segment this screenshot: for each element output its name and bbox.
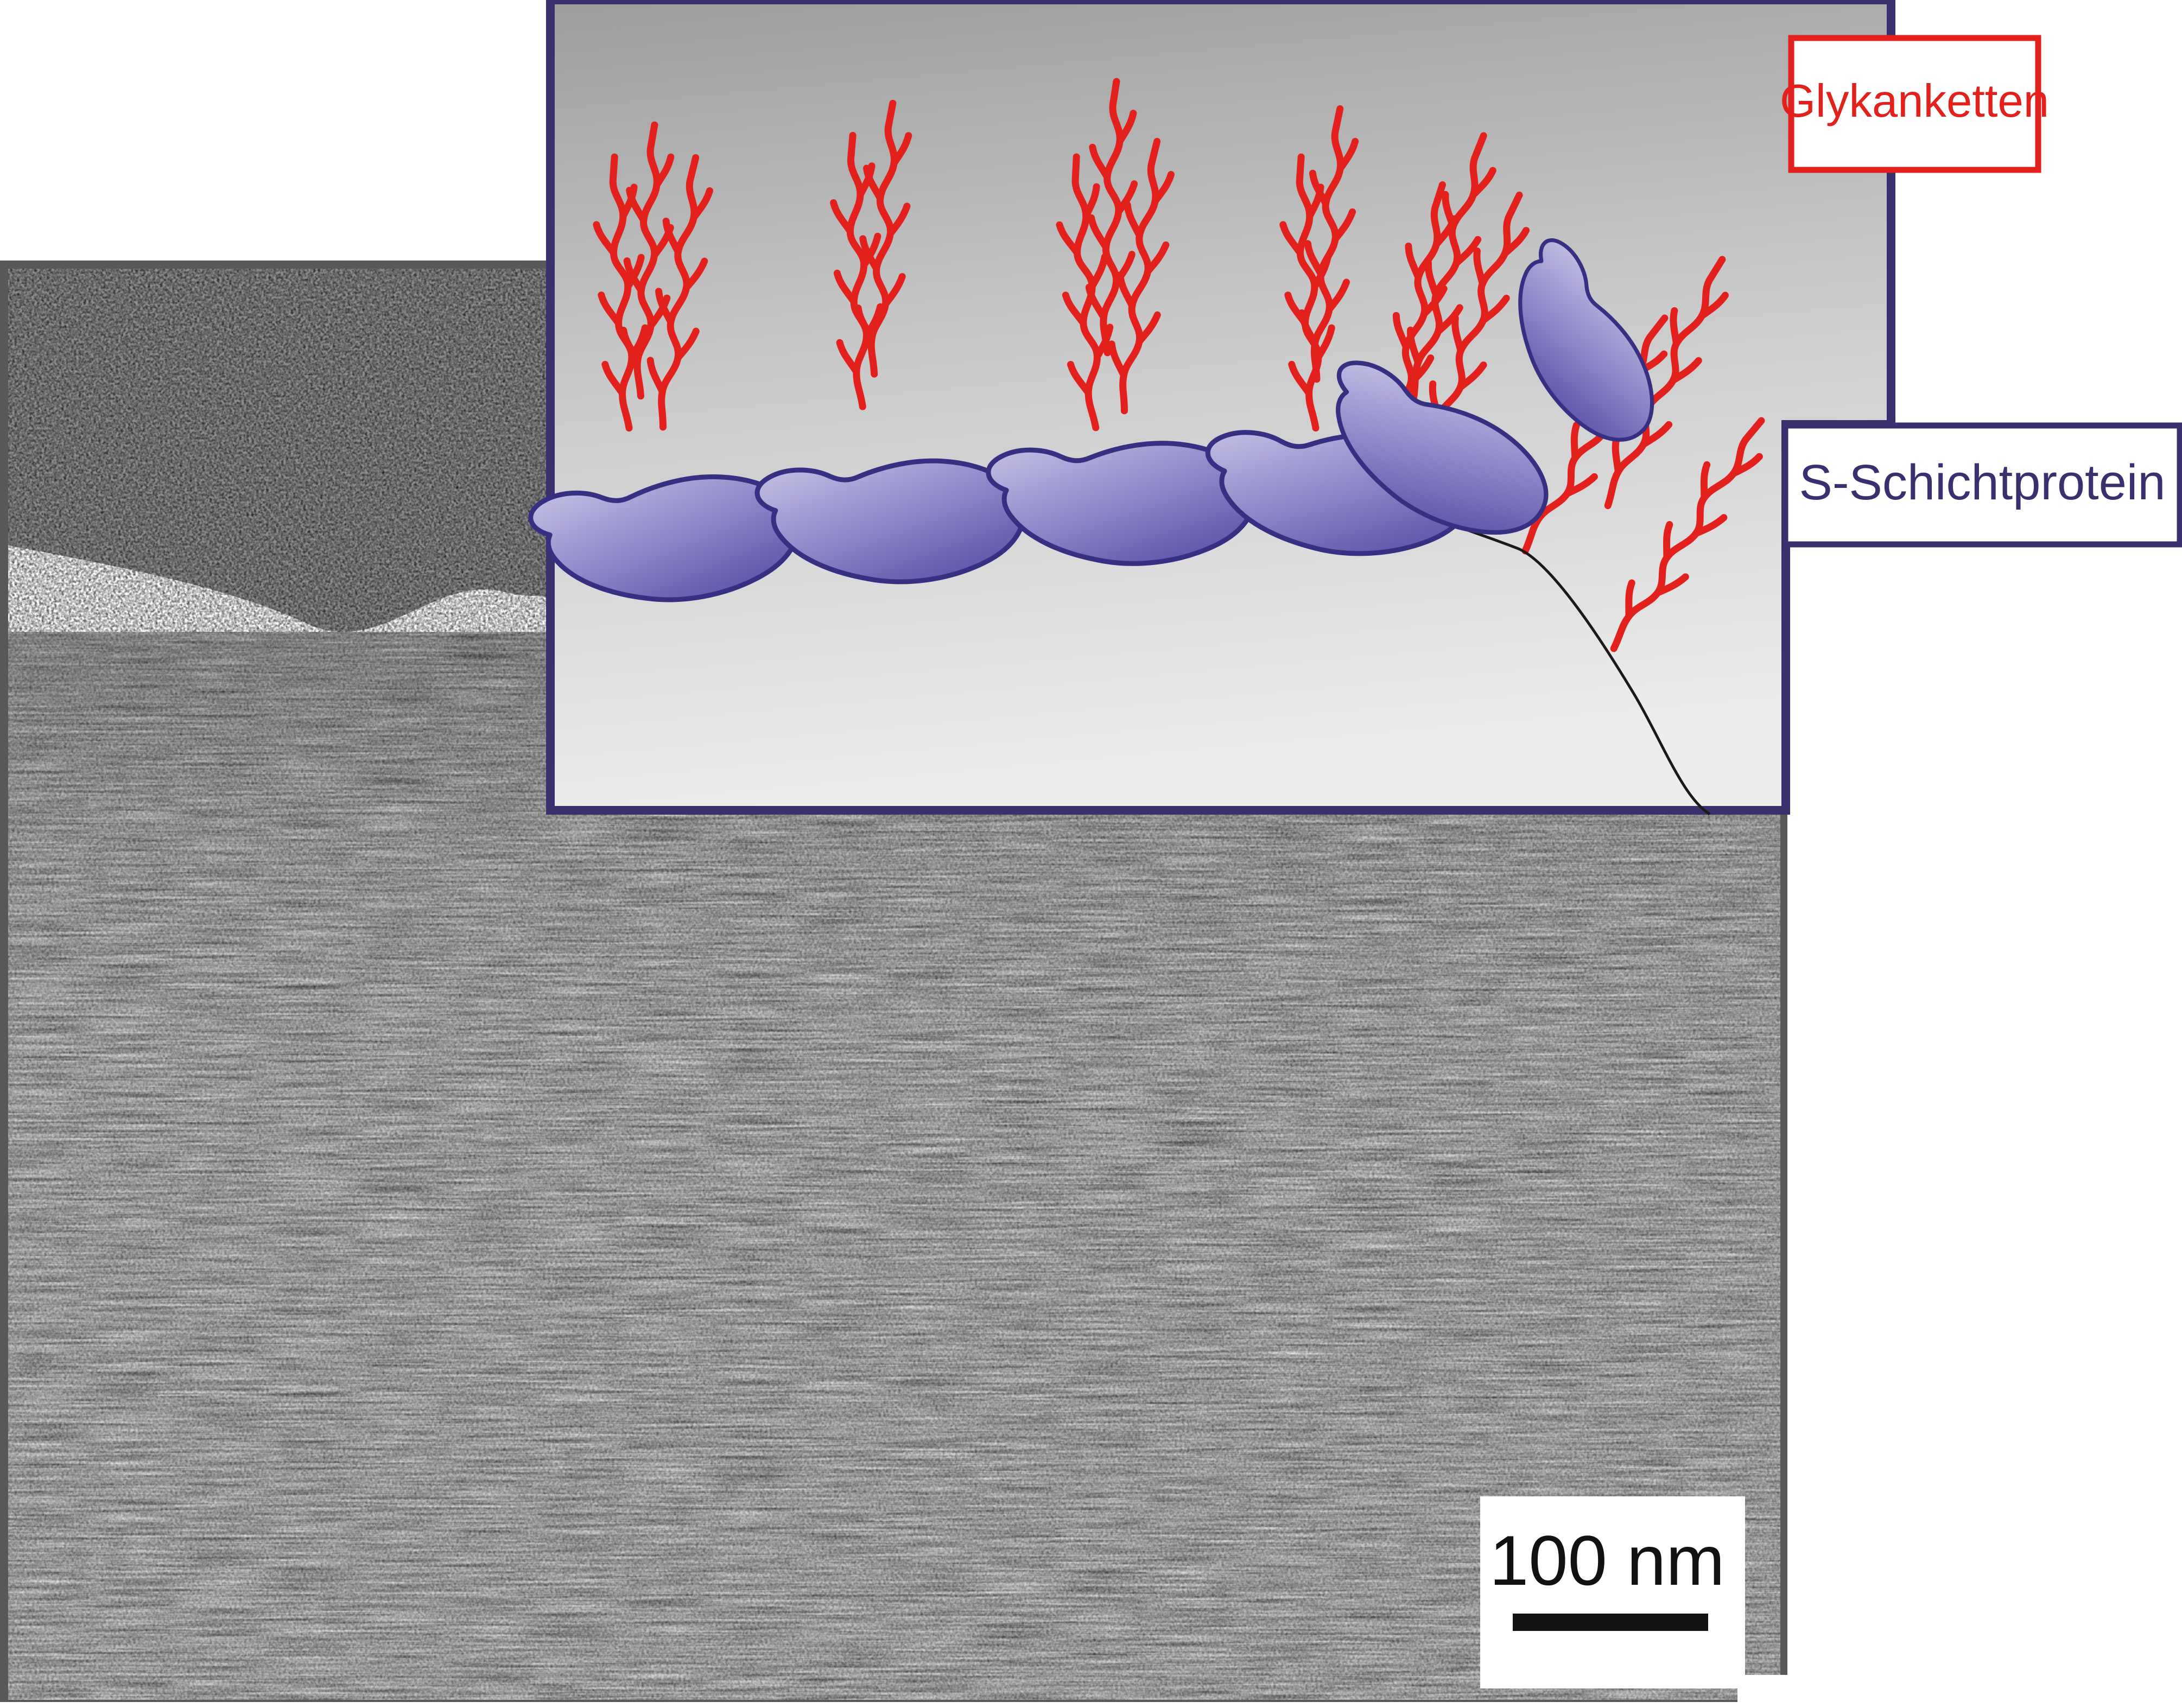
svg-text:100 nm: 100 nm [1489,1521,1725,1600]
svg-text:Glykanketten: Glykanketten [1780,75,2049,127]
svg-text:S-Schichtprotein: S-Schichtprotein [1799,455,2166,510]
